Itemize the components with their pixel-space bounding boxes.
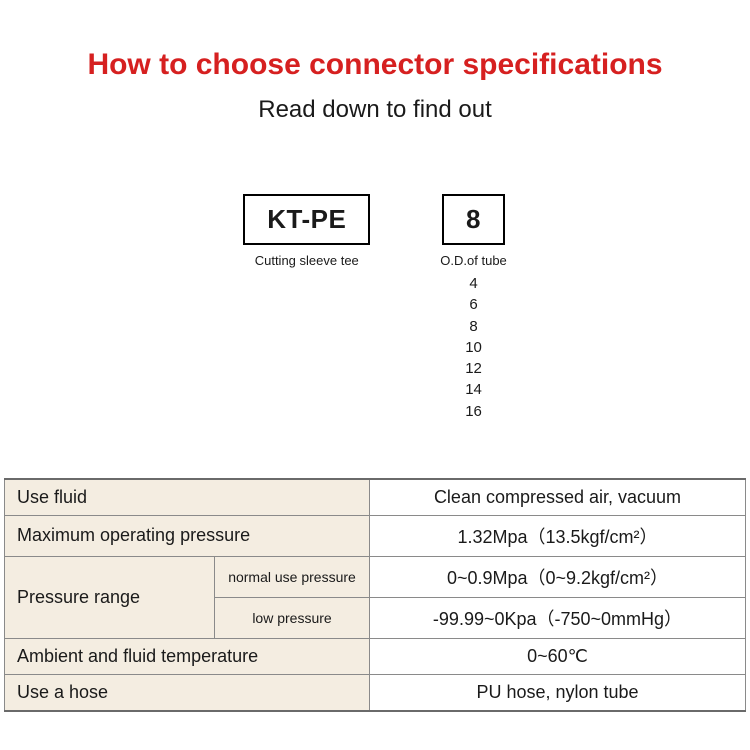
spec-value: -99.99~0Kpa（-750~0mmHg） xyxy=(370,597,746,638)
size-code-box: 8 xyxy=(442,194,505,245)
table-row: Pressure range normal use pressure 0~0.9… xyxy=(5,556,746,597)
spec-value: 1.32Mpa（13.5kgf/cm²） xyxy=(370,515,746,556)
spec-value: 0~60℃ xyxy=(370,638,746,674)
size-options-list: 4 6 8 10 12 14 16 xyxy=(465,274,482,422)
page-title: How to choose connector specifications xyxy=(0,48,750,82)
spec-value: 0~0.9Mpa（0~9.2kgf/cm²） xyxy=(370,556,746,597)
size-option: 12 xyxy=(465,359,482,379)
size-option: 8 xyxy=(469,317,477,337)
spec-value: Clean compressed air, vacuum xyxy=(370,479,746,516)
table-row: Use fluid Clean compressed air, vacuum xyxy=(5,479,746,516)
size-code-caption: O.D.of tube xyxy=(440,253,506,268)
table-row: Use a hose PU hose, nylon tube xyxy=(5,674,746,711)
size-option: 10 xyxy=(465,338,482,358)
table-row: Ambient and fluid temperature 0~60℃ xyxy=(5,638,746,674)
size-code-column: 8 O.D.of tube 4 6 8 10 12 14 16 xyxy=(440,194,506,422)
page-subtitle: Read down to find out xyxy=(0,96,750,124)
spec-sublabel: normal use pressure xyxy=(215,556,370,597)
size-option: 6 xyxy=(469,295,477,315)
spec-label: Maximum operating pressure xyxy=(5,515,370,556)
size-option: 16 xyxy=(465,402,482,422)
page-container: How to choose connector specifications R… xyxy=(0,0,750,712)
series-code-caption: Cutting sleeve tee xyxy=(255,253,359,268)
spec-sublabel: low pressure xyxy=(215,597,370,638)
spec-label: Ambient and fluid temperature xyxy=(5,638,370,674)
size-option: 4 xyxy=(469,274,477,294)
table-row: Maximum operating pressure 1.32Mpa（13.5k… xyxy=(5,515,746,556)
code-selector-row: KT-PE Cutting sleeve tee 8 O.D.of tube 4… xyxy=(0,194,750,422)
series-code-box: KT-PE xyxy=(243,194,370,245)
spec-table: Use fluid Clean compressed air, vacuum M… xyxy=(4,478,746,712)
spec-label: Use a hose xyxy=(5,674,370,711)
spec-label: Pressure range xyxy=(5,556,215,638)
size-option: 14 xyxy=(465,380,482,400)
spec-label: Use fluid xyxy=(5,479,370,516)
spec-value: PU hose, nylon tube xyxy=(370,674,746,711)
series-code-column: KT-PE Cutting sleeve tee xyxy=(243,194,370,422)
